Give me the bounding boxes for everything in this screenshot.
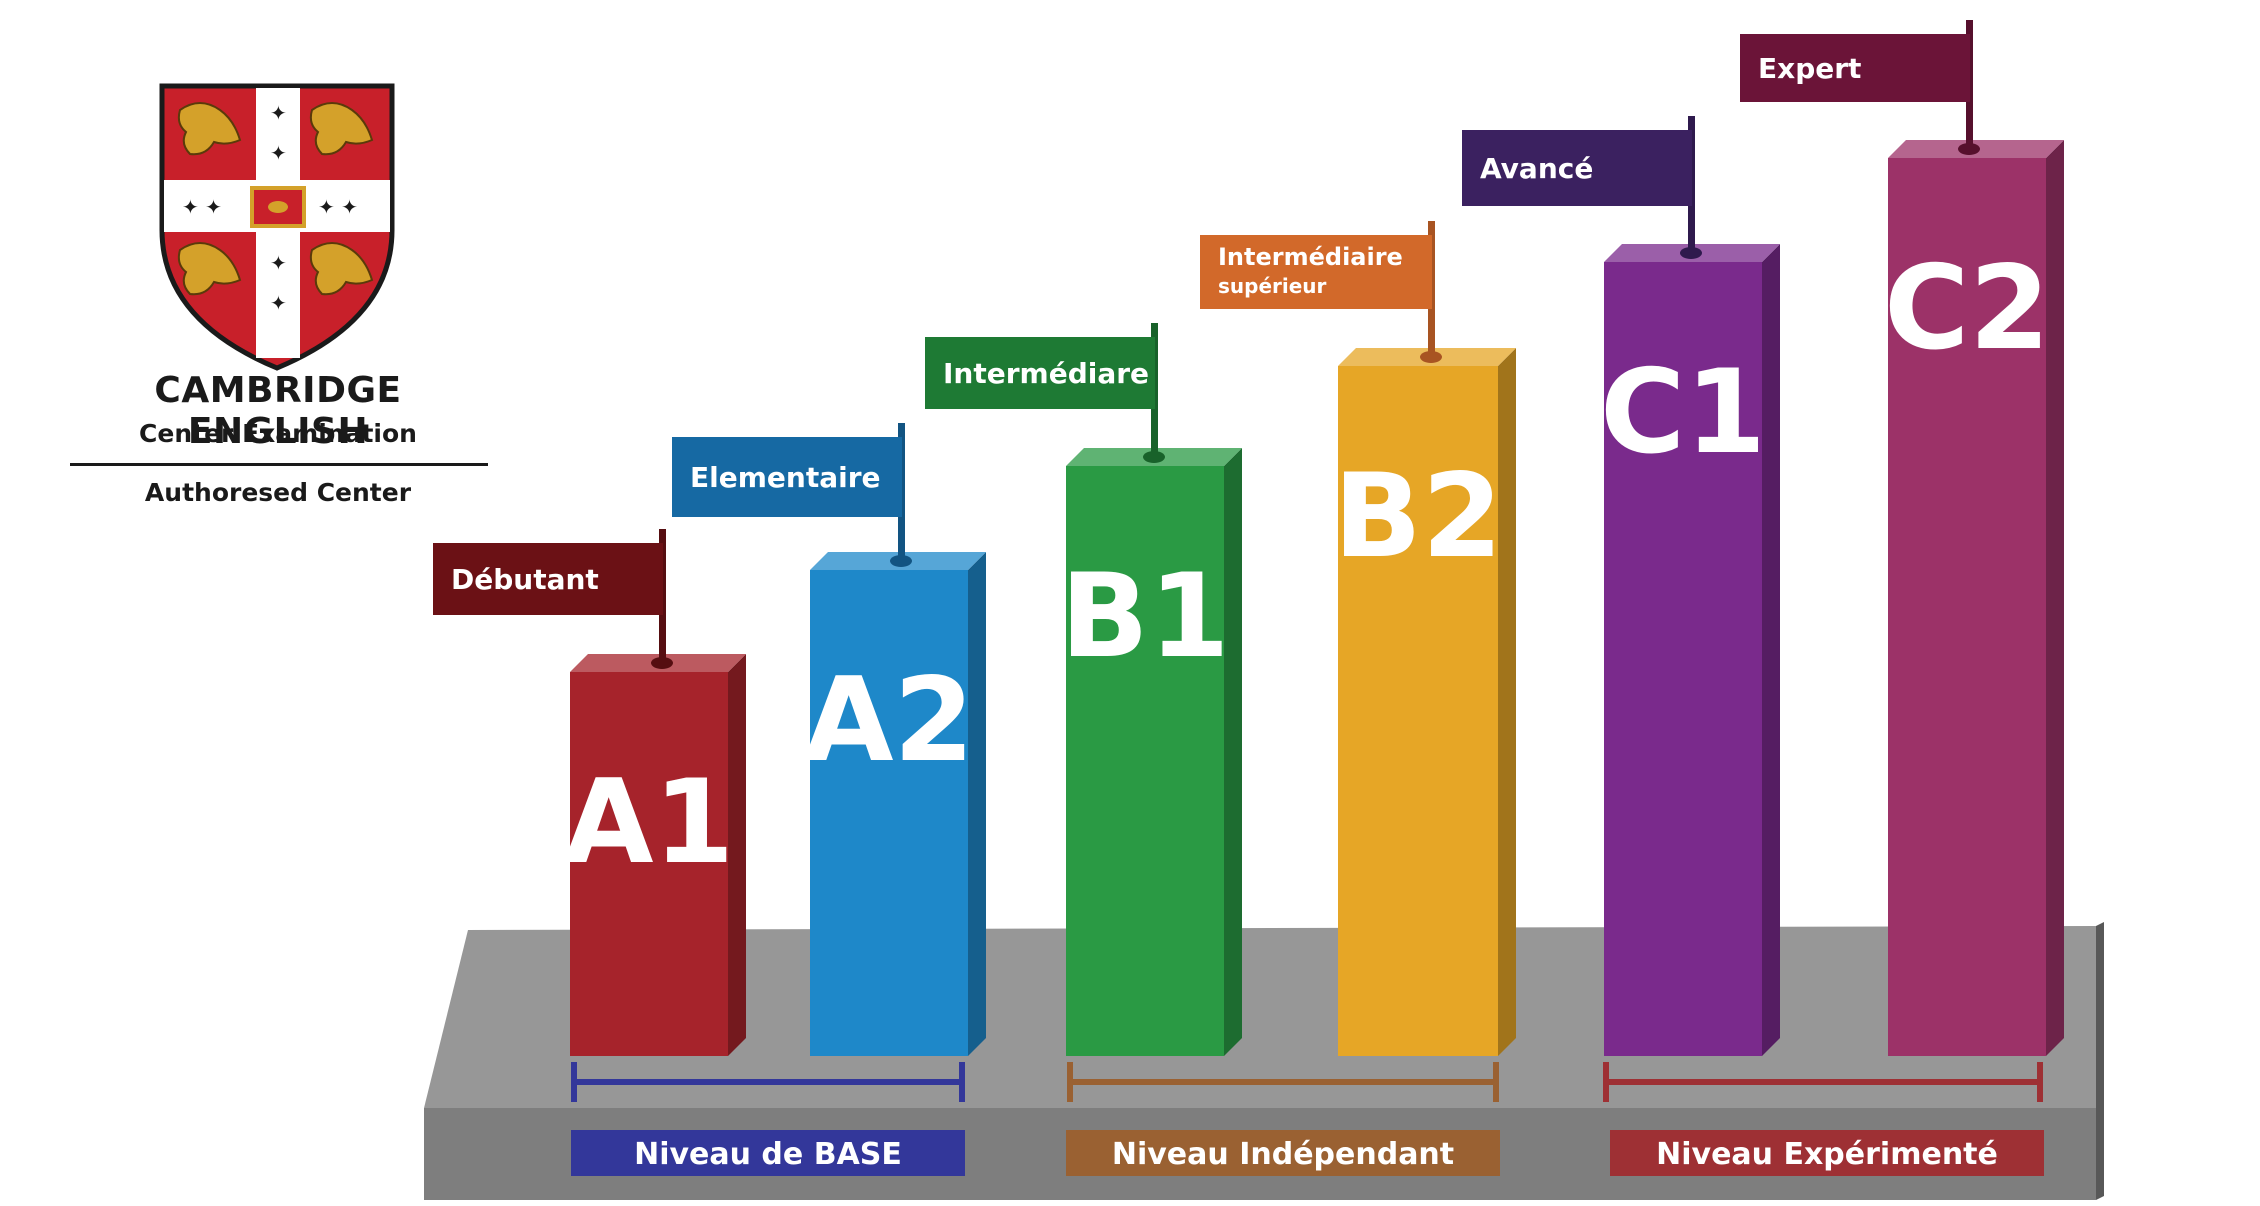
bar-side bbox=[728, 654, 746, 1056]
level-flag bbox=[672, 437, 902, 517]
level-code: A2 bbox=[804, 653, 975, 788]
bar-side bbox=[1224, 448, 1242, 1056]
svg-text:✦: ✦ bbox=[270, 291, 287, 315]
level-bar-c2: C2 Expert bbox=[1740, 20, 2064, 1056]
level-group-1: Niveau de BASE bbox=[571, 1062, 965, 1176]
bar-front bbox=[810, 570, 968, 1056]
level-code: B1 bbox=[1060, 549, 1229, 684]
level-group-2: Niveau Indépendant bbox=[1066, 1062, 1500, 1176]
level-flag bbox=[1462, 130, 1692, 206]
bar-side bbox=[968, 552, 986, 1056]
flag-base bbox=[1420, 351, 1442, 363]
level-label: Avancé bbox=[1480, 152, 1593, 185]
svg-text:✦ ✦: ✦ ✦ bbox=[182, 195, 222, 219]
svg-text:✦: ✦ bbox=[270, 251, 287, 275]
level-bar-b2: B2 Intermédiaire supérieur bbox=[1200, 221, 1516, 1056]
platform-side bbox=[2096, 922, 2104, 1200]
flag-base bbox=[1143, 451, 1165, 463]
level-code: C2 bbox=[1884, 241, 2050, 376]
level-bar-a1: A1 Débutant bbox=[433, 529, 746, 1056]
level-bar-c1: C1 Avancé bbox=[1462, 116, 1780, 1056]
flag-base bbox=[1958, 143, 1980, 155]
bar-side bbox=[1498, 348, 1516, 1056]
group-label-box bbox=[1066, 1130, 1500, 1176]
bar-front bbox=[1604, 262, 1762, 1056]
group-label: Niveau Expérimenté bbox=[1656, 1137, 1998, 1172]
flag-base bbox=[890, 555, 912, 567]
level-flag bbox=[925, 337, 1155, 409]
flag-base bbox=[651, 657, 673, 669]
group-label-box bbox=[571, 1130, 965, 1176]
cambridge-coat-of-arms-icon: ✦ ✦ ✦ ✦ ✦ ✦ ✦ ✦ bbox=[159, 83, 395, 371]
group-label: Niveau Indépendant bbox=[1112, 1137, 1454, 1172]
logo-subtitle: Center Examination bbox=[139, 419, 417, 448]
level-label: Débutant bbox=[451, 563, 599, 596]
level-label: Intermédiaire bbox=[1218, 243, 1403, 271]
bar-front bbox=[1338, 366, 1498, 1056]
group-label: Niveau de BASE bbox=[634, 1137, 902, 1172]
level-bar-a2: A2 Elementaire bbox=[672, 423, 986, 1056]
svg-text:✦: ✦ bbox=[270, 141, 287, 165]
svg-text:✦: ✦ bbox=[270, 101, 287, 125]
level-sublabel: supérieur bbox=[1218, 274, 1327, 298]
level-label: Expert bbox=[1758, 52, 1861, 85]
group-label-box bbox=[1610, 1130, 2044, 1176]
level-flag bbox=[433, 543, 663, 615]
logo-title: CAMBRIDGE ENGLISH bbox=[154, 370, 402, 452]
logo-authorized-label: Authoresed Center bbox=[144, 478, 412, 507]
svg-text:✦ ✦: ✦ ✦ bbox=[318, 195, 358, 219]
bar-side bbox=[1762, 244, 1780, 1056]
level-flag bbox=[1200, 235, 1432, 309]
bar-front bbox=[570, 672, 728, 1056]
level-group-3: Niveau Expérimenté bbox=[1603, 1062, 2044, 1176]
bar-front bbox=[1888, 158, 2046, 1056]
level-code: A1 bbox=[564, 755, 735, 890]
level-label: Elementaire bbox=[690, 461, 881, 494]
level-flag bbox=[1740, 34, 1970, 102]
bar-front bbox=[1066, 466, 1224, 1056]
level-code: B2 bbox=[1333, 449, 1502, 584]
logo-divider bbox=[70, 463, 488, 466]
flag-base bbox=[1680, 247, 1702, 259]
level-label: Intermédiare bbox=[943, 357, 1149, 390]
bar-side bbox=[2046, 140, 2064, 1056]
level-code: C1 bbox=[1600, 345, 1766, 480]
level-bar-b1: B1 Intermédiare bbox=[925, 323, 1242, 1056]
